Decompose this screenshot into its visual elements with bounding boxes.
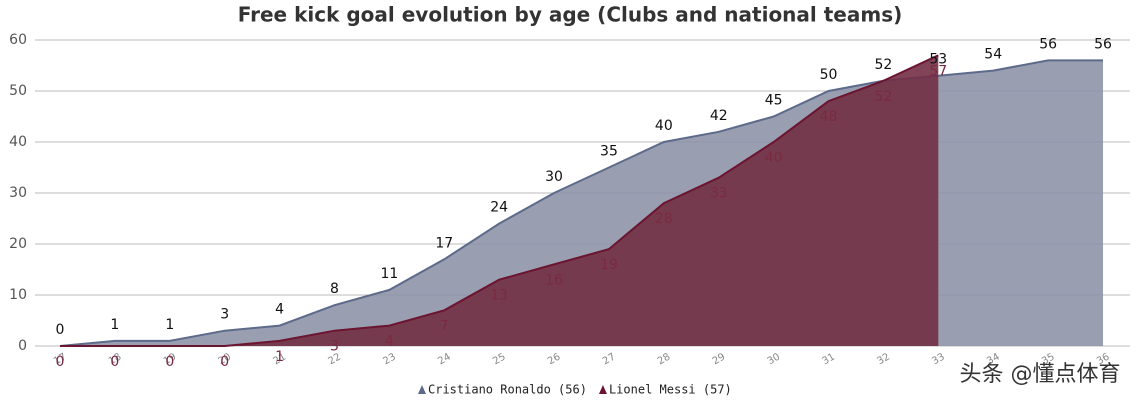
chart-title: Free kick goal evolution by age (Clubs a… (238, 3, 903, 27)
y-tick-label: 60 (9, 32, 27, 48)
value-label: 1 (275, 349, 284, 365)
value-label: 11 (380, 266, 398, 282)
legend-label: Lionel Messi (57) (609, 383, 732, 397)
value-label: 0 (56, 322, 65, 338)
value-label: 4 (385, 334, 394, 350)
value-label: 40 (655, 118, 673, 134)
value-label: 57 (929, 63, 947, 79)
y-tick-label: 50 (9, 83, 27, 99)
x-tick-label: 25 (491, 351, 508, 367)
value-label: 7 (440, 318, 449, 334)
y-tick-label: 30 (9, 185, 27, 201)
value-label: 35 (600, 144, 618, 160)
legend-marker (598, 385, 607, 394)
x-tick-label: 23 (381, 351, 398, 367)
value-label: 48 (820, 109, 838, 125)
value-label: 1 (110, 317, 119, 333)
legend-marker (418, 385, 426, 394)
value-label: 4 (275, 302, 284, 318)
legend-item: Lionel Messi (57) (598, 383, 732, 397)
y-tick-label: 10 (9, 287, 27, 303)
x-tick-label: 24 (436, 351, 453, 367)
value-label: 16 (545, 272, 563, 288)
value-label: 0 (56, 354, 65, 370)
y-tick-label: 40 (9, 134, 27, 150)
value-label: 40 (765, 150, 783, 166)
value-label: 56 (1039, 36, 1057, 52)
value-label: 0 (165, 354, 174, 370)
value-label: 52 (875, 57, 893, 73)
value-label: 56 (1094, 36, 1112, 52)
watermark: 头条 @懂点体育 (960, 362, 1121, 387)
value-label: 42 (710, 108, 728, 124)
legend-label: Cristiano Ronaldo (56) (428, 383, 587, 397)
area-fill (60, 55, 939, 347)
value-label: 52 (875, 89, 893, 105)
x-tick-label: 28 (656, 351, 673, 367)
value-label: 13 (490, 288, 508, 304)
value-label: 0 (110, 354, 119, 370)
value-label: 53 (929, 52, 947, 68)
value-label: 30 (545, 169, 563, 185)
value-label: 0 (220, 354, 229, 370)
value-label: 3 (220, 307, 229, 323)
area-line (60, 54, 939, 347)
y-tick-label: 0 (18, 338, 27, 354)
value-label: 24 (490, 200, 508, 216)
value-label: 8 (330, 281, 339, 297)
x-tick-label: 26 (546, 351, 563, 367)
value-label: 3 (330, 339, 339, 355)
y-tick-label: 20 (9, 236, 27, 252)
x-tick-label: 27 (601, 351, 618, 367)
value-label: 54 (984, 47, 1002, 63)
value-label: 45 (765, 93, 783, 109)
legend-item: Cristiano Ronaldo (56) (418, 383, 587, 397)
value-label: 33 (710, 186, 728, 202)
x-tick-label: 32 (875, 351, 892, 367)
value-label: 17 (435, 235, 453, 251)
x-tick-label: 29 (711, 351, 728, 367)
x-tick-label: 33 (930, 351, 947, 367)
value-label: 50 (820, 67, 838, 83)
value-label: 19 (600, 257, 618, 273)
x-tick-label: 30 (766, 351, 783, 367)
value-label: 1 (165, 317, 174, 333)
x-tick-label: 31 (821, 351, 838, 367)
value-label: 28 (655, 211, 673, 227)
